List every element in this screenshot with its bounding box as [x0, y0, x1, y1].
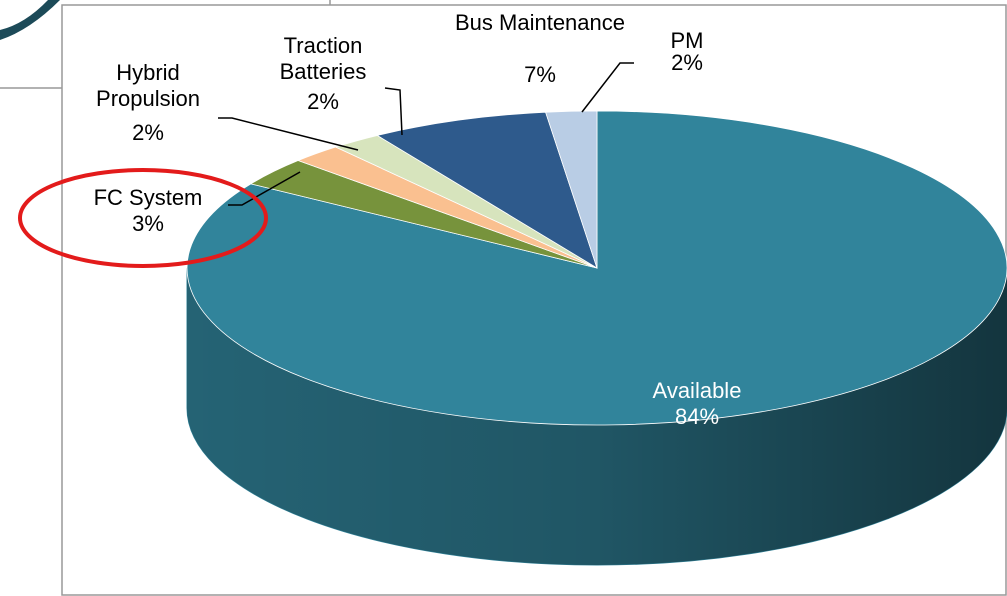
- value-label: 2%: [132, 120, 164, 145]
- category-label: PM: [670, 28, 704, 53]
- decoration: [0, 0, 60, 40]
- leader-line: [384, 87, 403, 136]
- side-shade: [187, 268, 1007, 565]
- value-label: 2%: [307, 89, 339, 114]
- value-label: 3%: [132, 211, 164, 236]
- leader-lines: [218, 62, 634, 206]
- value-label: 84%: [674, 404, 720, 429]
- value-label: 2%: [671, 50, 703, 75]
- leader-line: [581, 62, 634, 113]
- category-label: FC System: [93, 185, 203, 210]
- category-label: Traction Batteries: [279, 33, 367, 84]
- highlight-ellipse: [18, 168, 268, 268]
- category-label: Available: [652, 378, 742, 403]
- leader-line: [228, 171, 301, 206]
- category-label: Hybrid Propulsion: [96, 60, 200, 111]
- leader-line: [218, 117, 359, 151]
- category-label: Bus Maintenance: [455, 10, 625, 35]
- value-label: 7%: [524, 62, 556, 87]
- slice: [545, 110, 598, 269]
- slice: [376, 111, 598, 269]
